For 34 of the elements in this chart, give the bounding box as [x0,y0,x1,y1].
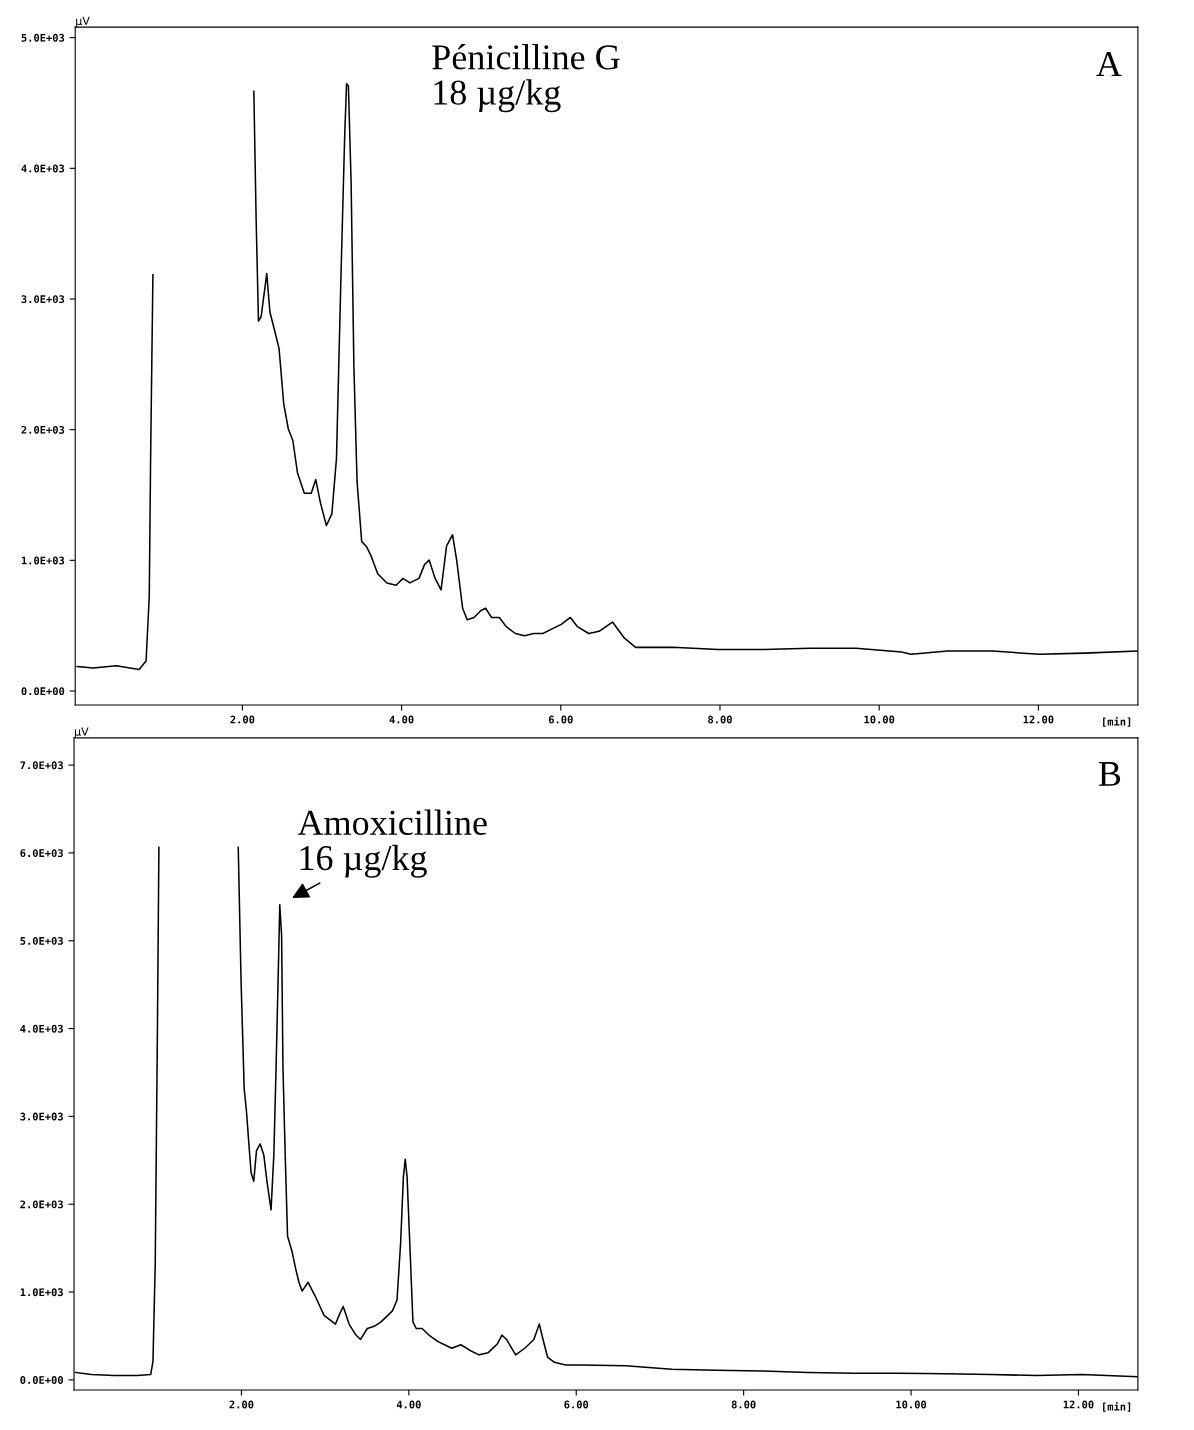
x-tick-label: 6.00 [564,1400,589,1409]
x-tick-label: 10.00 [864,715,895,724]
x-tick-label: 2.00 [229,1400,254,1409]
y-tick-label: 0.0E+00 [21,687,65,696]
x-tick-label: 12.00 [1023,715,1054,724]
y-tick-label: 2.0E+03 [21,425,65,434]
y-tick-label: 3.0E+03 [20,1112,63,1121]
y-tick-label: 2.0E+03 [20,1200,63,1209]
x-tick-label: 2.00 [230,715,255,724]
x-tick-label: 10.00 [896,1400,927,1409]
annotation: Pénicilline G 18 µg/kg [432,44,620,113]
x-tick-label: 4.00 [396,1400,421,1409]
y-axis-title: µV [76,16,90,28]
chart-title: B [1098,762,1121,786]
y-axis-title: µV [74,727,89,738]
x-tick-label: 8.00 [731,1400,756,1409]
x-axis-title: [min] [1103,1401,1131,1412]
y-tick-label: 4.0E+03 [21,164,65,173]
annotation: Amoxicilline 16 µg/kg [297,809,487,878]
y-tick-label: 5.0E+03 [21,33,65,42]
y-tick-label: 1.0E+03 [20,1288,63,1297]
x-tick-label: 4.00 [389,715,414,724]
x-tick-label: 6.00 [548,715,573,724]
x-axis-title: [min] [1103,716,1131,727]
x-tick-label: 12.00 [1063,1400,1094,1409]
y-tick-label: 7.0E+03 [20,761,63,770]
x-tick-label: 8.00 [708,715,732,724]
y-tick-label: 6.0E+03 [20,849,63,858]
y-tick-label: 5.0E+03 [20,936,63,945]
text: A [1096,52,1122,76]
y-tick-label: 3.0E+03 [21,295,65,304]
y-tick-label: 4.0E+03 [20,1024,63,1033]
y-tick-label: 0.0E+00 [20,1376,63,1384]
y-tick-label: 1.0E+03 [21,556,65,565]
